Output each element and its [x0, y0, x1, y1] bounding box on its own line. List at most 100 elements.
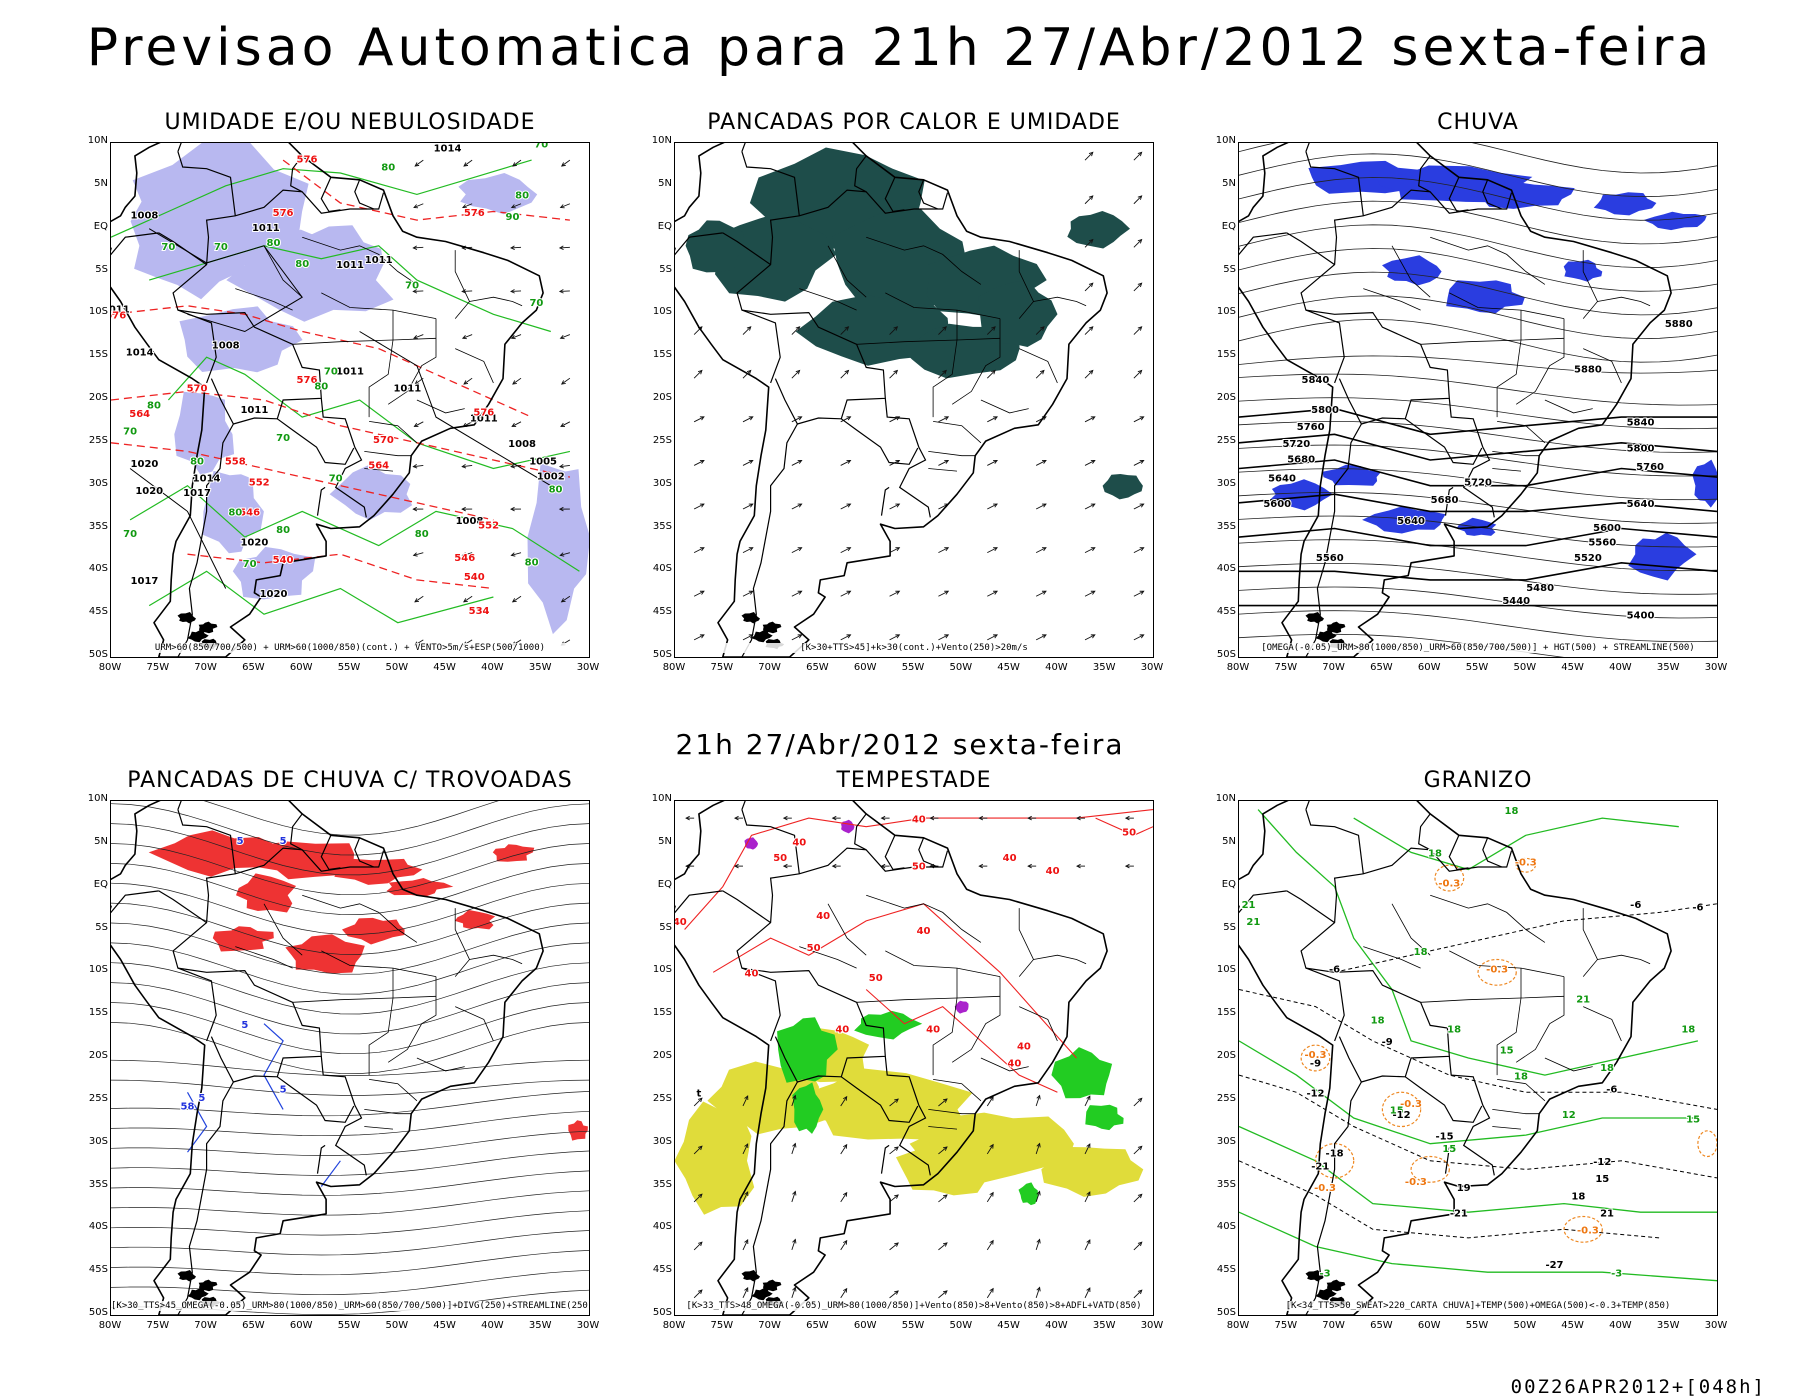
- lat-tick-label: 25S: [88, 1092, 108, 1104]
- contour-label: 70: [276, 433, 290, 444]
- thunder-area-7: [342, 917, 405, 945]
- state-border-9: [933, 421, 982, 444]
- wind-arrow-head: [733, 863, 739, 869]
- state-border-6: [1033, 954, 1087, 965]
- contour-label: 40: [745, 969, 759, 980]
- wind-arrow-head: [797, 503, 803, 508]
- state-border-12: [263, 245, 303, 298]
- wind-arrow: [693, 1289, 703, 1299]
- contour-label: 5: [198, 1093, 205, 1104]
- lon-tick-label: 50W: [949, 1320, 973, 1331]
- lon-tick-label: 55W: [901, 662, 925, 673]
- country-border-4: [880, 1144, 890, 1174]
- wind-arrow-head: [1036, 1238, 1041, 1244]
- wind-arrow: [511, 552, 522, 556]
- thickness-contour-4: [282, 159, 570, 221]
- wind-arrow: [889, 1290, 899, 1299]
- contour-label: 1014: [193, 473, 221, 484]
- wind-arrow-head: [1076, 863, 1081, 869]
- contour-label: 552: [249, 478, 270, 489]
- streamline: [1239, 271, 1717, 316]
- wind-arrow-head: [1041, 590, 1047, 595]
- wind-arrow: [889, 370, 898, 379]
- lon-tick-label: 35W: [1656, 662, 1680, 673]
- wind-arrow: [1133, 152, 1142, 161]
- country-border-5: [741, 423, 798, 657]
- wind-arrow-head: [929, 815, 935, 821]
- wind-arrow-head: [843, 1191, 848, 1197]
- streamline: [111, 962, 589, 1015]
- country-border-4: [316, 1144, 326, 1174]
- state-border-8: [980, 1057, 1029, 1072]
- lat-tick-label: 20S: [1216, 1050, 1236, 1061]
- lon-tick-label: 45W: [997, 662, 1020, 673]
- contour-label: 40: [792, 838, 806, 849]
- country-border-6: [1239, 232, 1287, 256]
- contour-label: 1011: [470, 413, 498, 424]
- lat-tick-label: 5N: [1222, 177, 1236, 189]
- country-border-3: [840, 418, 919, 465]
- divergence-contour-0: [263, 1023, 284, 1110]
- lat-tick-label: 20S: [652, 392, 672, 403]
- state-border-7: [1583, 348, 1622, 384]
- wind-arrow: [938, 1098, 948, 1107]
- contour-label: 558: [225, 456, 246, 467]
- lat-tick-label: EQ: [1221, 220, 1236, 232]
- country-border-12: [741, 143, 746, 152]
- country-border-7: [158, 890, 207, 924]
- wind-arrow-head: [942, 326, 947, 331]
- wind-arrow-head: [846, 634, 852, 639]
- lon-tick-label: 65W: [1370, 662, 1393, 673]
- lon-tick-label: 30W: [576, 1320, 600, 1331]
- state-border-0: [1430, 236, 1546, 285]
- wind-arrow: [1084, 326, 1094, 335]
- lon-tick-label: 75W: [1274, 662, 1298, 673]
- state-border-12: [827, 903, 867, 956]
- panel-caption: [OMEGA(-0.05)_URM>80(1000/850)_URM>60(85…: [1239, 643, 1717, 653]
- contour-label: 576: [273, 208, 294, 219]
- wind-arrow-head: [844, 326, 850, 331]
- wind-arrow-head: [1137, 151, 1143, 157]
- wind-arrow-head: [792, 1238, 797, 1244]
- omega-contour-6: [1410, 1155, 1450, 1183]
- wind-arrow-head: [1041, 634, 1047, 639]
- contour-label: 18: [1514, 1071, 1528, 1082]
- state-border-1: [321, 950, 437, 977]
- wind-arrow-head: [1137, 1289, 1143, 1295]
- temp850-contour-2: [1239, 1160, 1660, 1239]
- wind-arrow: [1133, 1289, 1143, 1299]
- contour-label: 18: [1447, 1024, 1461, 1035]
- streamline: [1239, 153, 1717, 198]
- wind-arrow: [840, 634, 851, 641]
- wind-arrow-head: [560, 598, 566, 603]
- wind-arrow: [742, 326, 752, 335]
- lat-tick-label: 15S: [88, 349, 108, 361]
- omega-contour-2: [1477, 958, 1517, 986]
- state-border-5: [1018, 908, 1034, 977]
- country-border-12: [1305, 143, 1310, 152]
- panel-granizo: GRANIZO 18 18 -0.3 -0.3 21 21 18 -6 -6 -6 -0.3 21 18…: [1138, 768, 1728, 1368]
- wind-arrow: [1084, 590, 1096, 597]
- lon-tick-label: 70W: [1322, 1320, 1345, 1331]
- wind-arrow: [693, 1097, 703, 1107]
- wind-arrow-head: [748, 503, 754, 508]
- contour-label: 1008: [456, 516, 484, 527]
- streamline: [111, 843, 589, 896]
- contour-label: 70: [329, 473, 343, 484]
- wind-arrow: [511, 203, 522, 208]
- wind-arrow: [1133, 239, 1142, 248]
- state-border-10: [928, 451, 976, 457]
- wind-arrow: [986, 1192, 994, 1203]
- contour-label: 50: [807, 943, 821, 954]
- omega-contour-4: [1381, 1091, 1422, 1128]
- wind-arrow: [938, 370, 947, 379]
- wind-arrow-head: [558, 245, 564, 250]
- wind-arrow-head: [895, 634, 901, 639]
- wind-arrow: [938, 590, 949, 597]
- lon-tick-label: 30W: [1140, 1320, 1164, 1331]
- country-border-3: [1404, 1076, 1483, 1123]
- state-border-8: [1544, 399, 1593, 414]
- contour-label: -12: [1392, 1110, 1410, 1121]
- wind-arrow: [889, 1242, 899, 1251]
- streamline: [1239, 468, 1717, 501]
